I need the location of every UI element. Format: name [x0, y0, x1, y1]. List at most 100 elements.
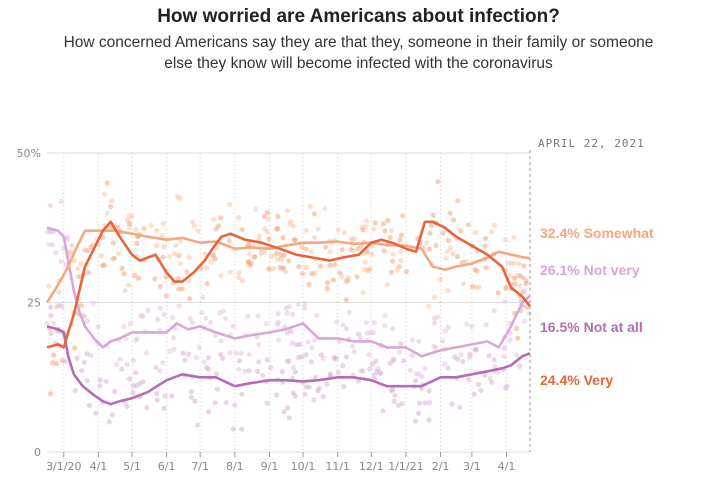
poll-dot — [426, 303, 432, 309]
poll-dot — [121, 323, 127, 330]
x-tick-label: 10/1 — [291, 460, 316, 473]
poll-dot — [111, 255, 117, 261]
poll-dot — [176, 286, 182, 292]
poll-dot — [98, 253, 104, 259]
poll-dot — [281, 252, 287, 258]
poll-dot — [148, 222, 154, 228]
poll-dot — [284, 358, 291, 364]
poll-dot — [239, 391, 245, 397]
poll-dot — [284, 208, 290, 214]
poll-dot — [435, 178, 441, 185]
poll-dot — [483, 265, 489, 271]
poll-dot — [201, 359, 207, 365]
poll-dot — [444, 249, 450, 255]
poll-dot — [143, 350, 150, 356]
poll-dot — [169, 393, 175, 399]
poll-dot — [416, 338, 422, 344]
poll-dot — [459, 259, 465, 266]
poll-dot — [287, 328, 293, 334]
poll-dot — [427, 230, 433, 236]
poll-dot — [343, 297, 349, 303]
poll-dot — [152, 276, 158, 282]
poll-dot — [264, 400, 270, 406]
poll-dot — [343, 354, 349, 360]
poll-dot — [167, 348, 173, 354]
poll-dot — [230, 426, 237, 432]
x-tick-label: 11/1 — [325, 460, 350, 473]
poll-dot — [511, 260, 518, 266]
poll-dot — [363, 320, 369, 326]
poll-dot — [214, 371, 220, 377]
poll-dot — [482, 372, 488, 378]
poll-dot — [367, 366, 373, 372]
poll-dot — [58, 198, 64, 205]
poll-dot — [370, 329, 376, 336]
poll-dot — [51, 352, 57, 358]
poll-dot — [311, 337, 318, 343]
poll-dot — [417, 400, 423, 406]
poll-dots-layer — [44, 178, 532, 432]
poll-dot — [218, 351, 224, 357]
poll-dot — [256, 233, 262, 239]
poll-dot — [472, 230, 478, 236]
poll-dot — [56, 289, 62, 295]
poll-dot — [161, 405, 167, 412]
poll-dot — [271, 265, 277, 271]
poll-dot — [308, 359, 314, 365]
poll-dot — [84, 248, 90, 254]
poll-dot — [226, 238, 232, 244]
poll-dot — [187, 316, 193, 322]
poll-dot — [195, 422, 201, 428]
poll-dot — [427, 400, 433, 406]
poll-dot — [292, 369, 299, 375]
poll-dot — [299, 354, 305, 360]
poll-dot — [501, 345, 507, 351]
poll-dot — [372, 220, 378, 226]
poll-dot — [390, 357, 396, 363]
poll-dot — [445, 324, 451, 330]
poll-dot — [84, 378, 90, 384]
poll-dot — [182, 357, 188, 363]
poll-dot — [133, 370, 139, 376]
poll-dot — [366, 352, 372, 358]
poll-dot — [203, 315, 209, 321]
poll-dot — [445, 237, 451, 243]
poll-dot — [352, 235, 358, 242]
poll-dot — [390, 258, 396, 264]
poll-dot — [50, 360, 56, 366]
poll-dot — [121, 271, 127, 277]
poll-dot — [472, 346, 478, 353]
poll-dot — [340, 363, 346, 369]
end-label-not-very: 26.1% Not very — [540, 262, 640, 278]
poll-dot — [339, 247, 345, 253]
poll-dot — [125, 282, 132, 288]
poll-dot — [471, 391, 477, 397]
poll-dot — [324, 285, 330, 291]
poll-dot — [160, 254, 166, 260]
poll-dot — [47, 391, 54, 397]
poll-dot — [387, 235, 393, 241]
poll-dot — [303, 352, 309, 358]
poll-dot — [141, 226, 147, 232]
poll-dot — [144, 404, 150, 411]
poll-dot — [115, 224, 121, 230]
poll-dot — [464, 321, 470, 327]
poll-dot — [454, 254, 460, 260]
poll-dot — [412, 378, 419, 384]
poll-dot — [522, 288, 528, 294]
poll-dot — [327, 262, 333, 268]
poll-dot — [44, 320, 50, 327]
poll-dot — [460, 281, 467, 287]
poll-dot — [220, 308, 226, 314]
poll-dot — [364, 218, 370, 224]
poll-dot — [371, 372, 377, 378]
poll-dot — [102, 191, 108, 197]
poll-dot — [99, 263, 106, 269]
poll-dot — [169, 315, 175, 321]
poll-dot — [482, 235, 488, 241]
poll-dot — [230, 323, 236, 329]
poll-dot — [53, 250, 59, 256]
poll-dot — [246, 368, 252, 374]
poll-dot — [69, 242, 75, 249]
poll-dot — [398, 232, 404, 238]
